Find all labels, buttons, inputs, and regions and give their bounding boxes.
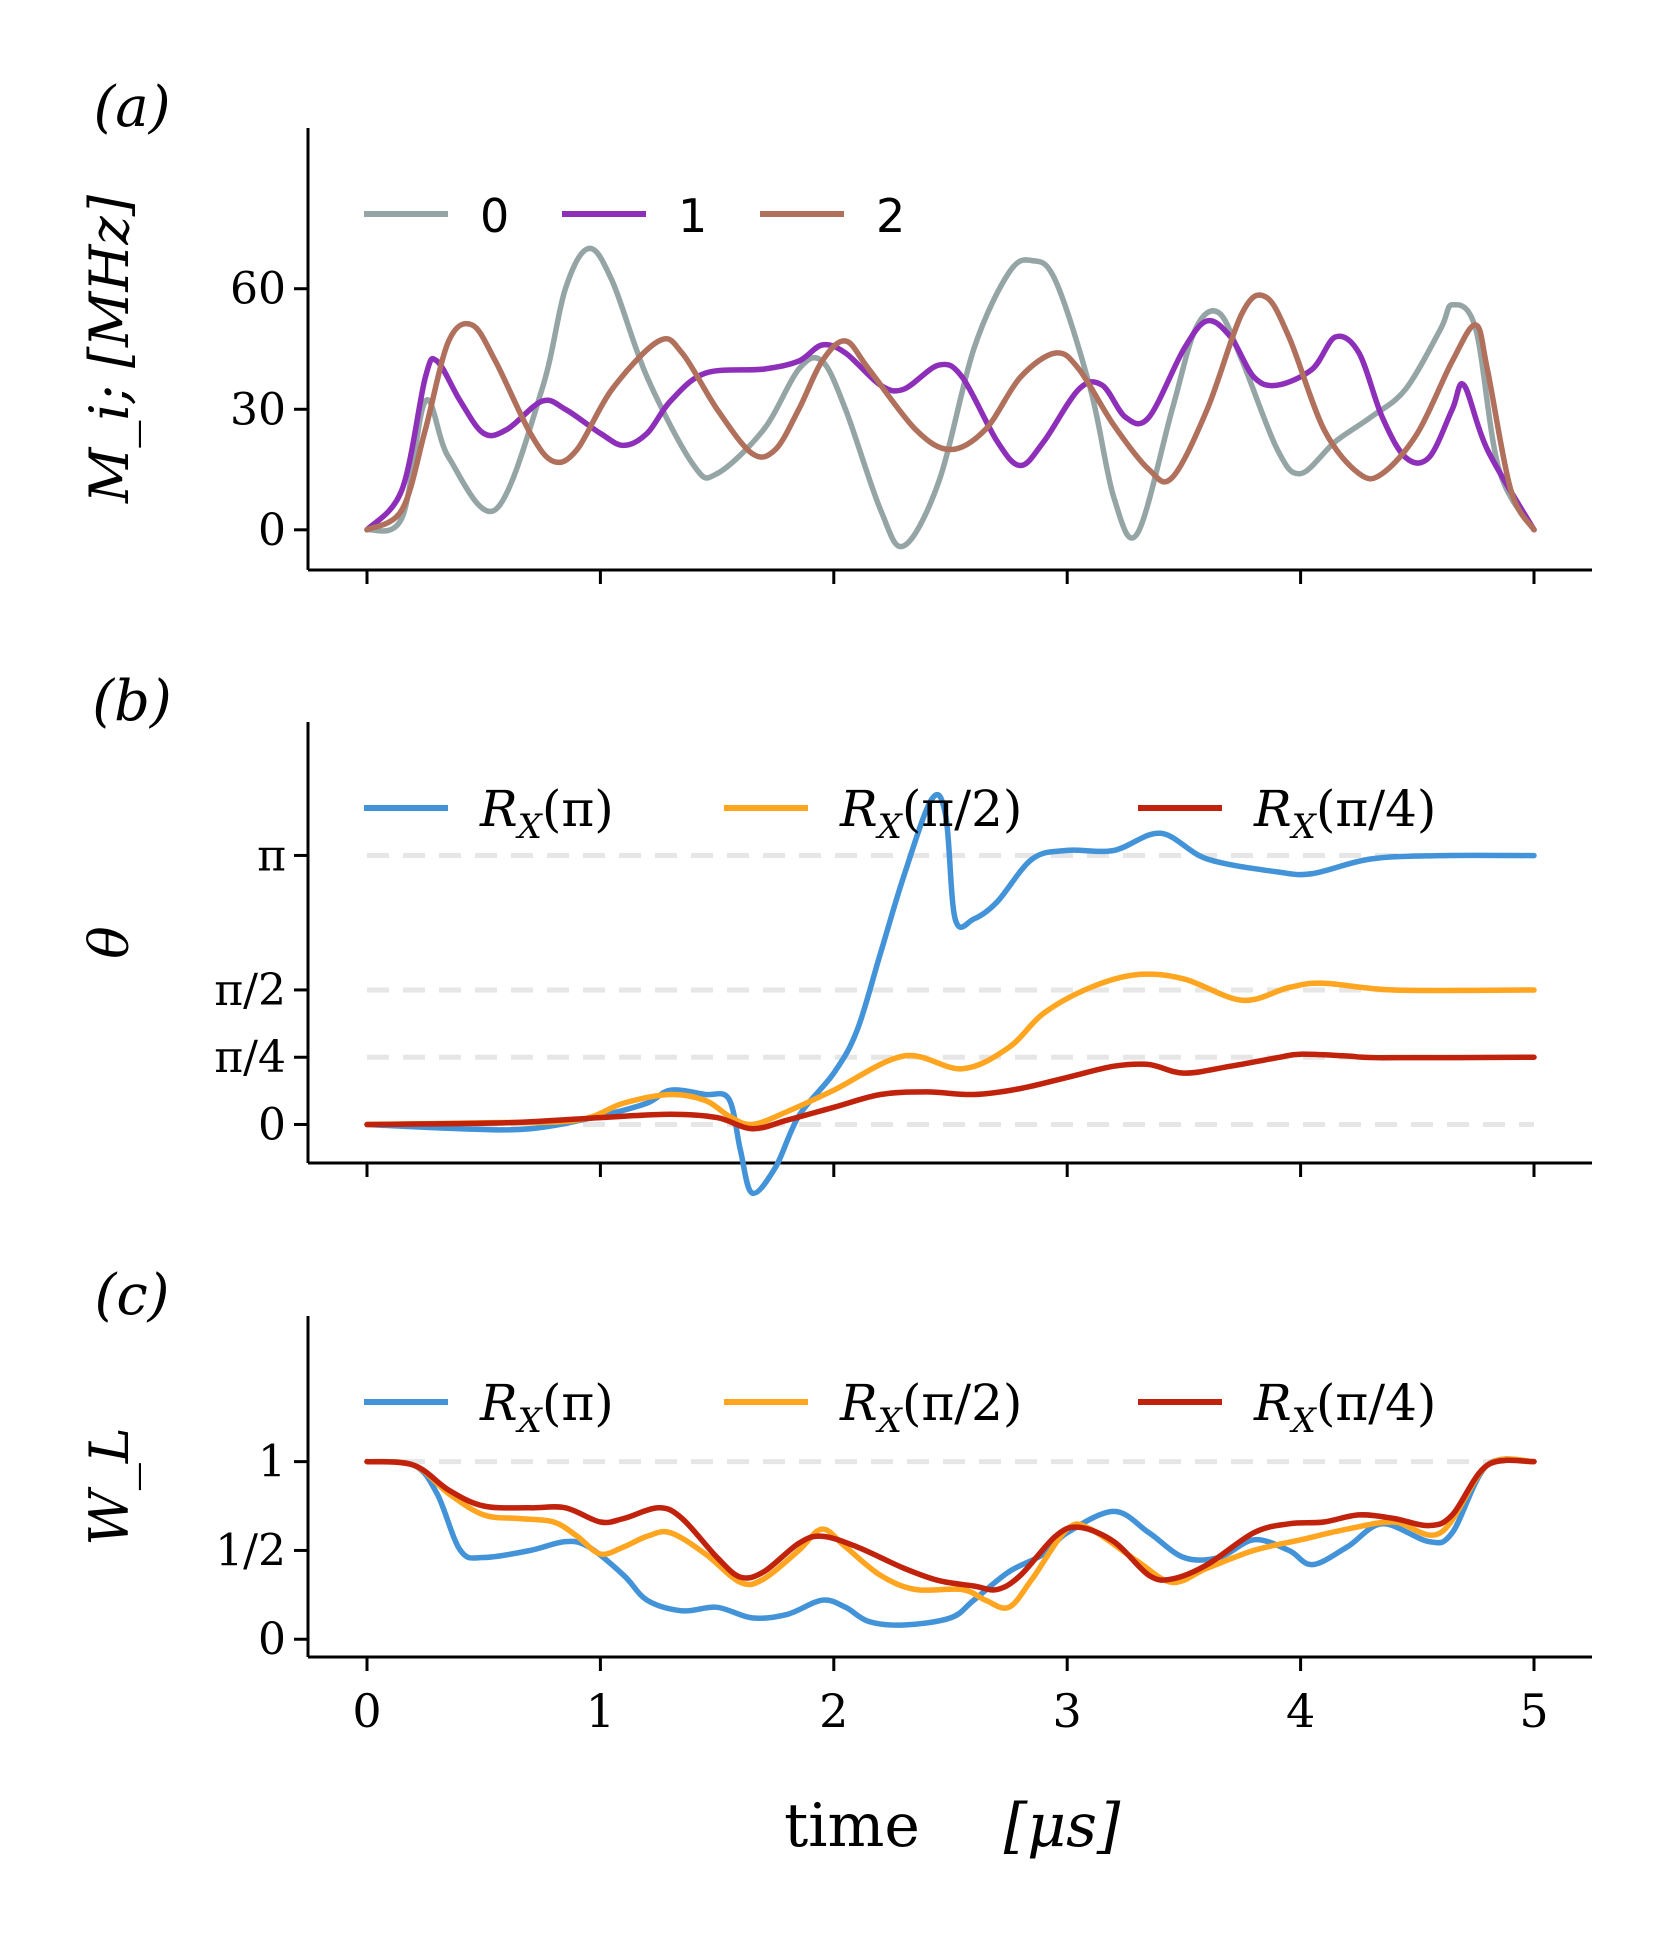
x-axis-unit: [μs]: [1004, 1791, 1121, 1861]
legend-label: 1: [678, 189, 707, 243]
series-line: [364, 1456, 1537, 1628]
panel-a: (a) 0 30 60 M_i; [MHz] 0 1 2: [78, 75, 1592, 584]
legend-label: RX(π/2): [839, 780, 1022, 847]
legend-label: RX(π/2): [839, 1374, 1022, 1441]
y-tick-label: 0: [258, 505, 286, 556]
y-axis-label: M_i; [MHz]: [78, 194, 141, 504]
legend-label-main: R: [479, 780, 518, 838]
series-line: [364, 791, 1537, 1196]
legend-label: RX(π): [479, 780, 614, 847]
legend-label-arg: (π/2): [902, 1374, 1023, 1432]
y-tick-label: π: [257, 830, 286, 881]
panel-label: (a): [93, 75, 170, 140]
legend-label-arg: (π): [542, 780, 614, 838]
legend-label-main: R: [1253, 1374, 1292, 1432]
series-line: [364, 971, 1537, 1128]
legend-label-main: R: [1253, 780, 1292, 838]
legend-label-sub: X: [875, 807, 904, 847]
legend-label-arg: (π/2): [902, 780, 1023, 838]
legend-label: 2: [876, 189, 905, 243]
y-tick-label: π/4: [214, 1032, 286, 1083]
legend-label-main: R: [839, 780, 878, 838]
legend-label-main: R: [479, 1374, 518, 1432]
legend-label-arg: (π/4): [1316, 780, 1437, 838]
legend-label-sub: X: [1289, 1401, 1318, 1441]
legend-label-arg: (π): [542, 1374, 614, 1432]
series-line: [364, 317, 1537, 533]
legend-label-main: R: [839, 1374, 878, 1432]
series-line: [364, 292, 1537, 533]
legend-label: 0: [480, 189, 509, 243]
panel-label: (c): [94, 1263, 169, 1328]
panel-label: (b): [92, 669, 172, 734]
panel-c: (c)0 1 2 3 4 501/21W_LRX(π) RX(π/2) RX(π/4)time…: [78, 1263, 1592, 1861]
legend-label-sub: X: [875, 1401, 904, 1441]
x-tick-label: 5: [1519, 1684, 1548, 1738]
y-axis-label: W_L: [78, 1427, 141, 1545]
x-tick-label: 2: [819, 1684, 848, 1738]
y-axis-label: θ: [78, 926, 141, 959]
legend-label: RX(π/4): [1253, 780, 1436, 847]
legend-label-arg: (π/4): [1316, 1374, 1437, 1432]
legend-label-sub: X: [515, 807, 544, 847]
x-tick-label: 3: [1053, 1684, 1082, 1738]
x-tick-label: 4: [1286, 1684, 1315, 1738]
y-tick-label: 1/2: [215, 1525, 286, 1576]
y-tick-label: 0: [258, 1099, 286, 1150]
y-tick-label: 60: [230, 264, 286, 315]
y-tick-label: 1: [258, 1437, 286, 1488]
series-line: [364, 1457, 1537, 1593]
x-tick-label: 1: [586, 1684, 615, 1738]
y-tick-label: 30: [230, 384, 286, 435]
legend-label-sub: X: [1289, 807, 1318, 847]
series-line: [364, 245, 1537, 550]
legend-label: RX(π/4): [1253, 1374, 1436, 1441]
legend-label: RX(π): [479, 1374, 614, 1441]
series-line: [364, 1456, 1537, 1611]
x-tick-label: 0: [352, 1684, 381, 1738]
y-tick-label: 0: [258, 1614, 286, 1665]
x-axis-label: time: [784, 1791, 920, 1861]
legend-label-sub: X: [515, 1401, 544, 1441]
series-line: [364, 1051, 1537, 1132]
y-tick-label: π/2: [214, 965, 286, 1016]
